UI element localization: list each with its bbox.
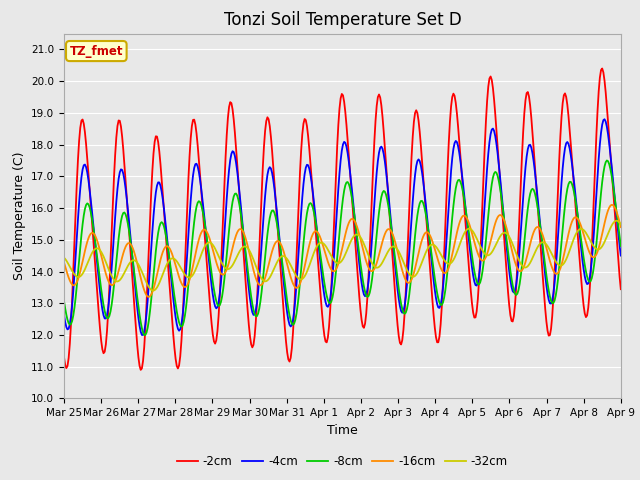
-4cm [234,179,242,184]
-32cm [373,265,381,271]
-2cm [234,177,242,183]
-16cm [617,224,625,230]
-8cm [399,310,407,315]
-2cm [470,315,478,321]
-16cm [607,202,615,208]
-8cm [141,332,149,338]
-4cm [399,308,407,314]
-2cm [137,367,145,373]
-32cm [470,231,478,237]
-2cm [399,327,407,333]
-32cm [612,218,620,224]
Line: -8cm: -8cm [64,160,621,335]
-2cm [598,66,606,72]
Line: -32cm: -32cm [64,221,621,290]
-8cm [470,268,478,274]
-8cm [60,298,68,304]
-2cm [617,286,625,292]
Text: TZ_fmet: TZ_fmet [70,45,123,58]
-32cm [296,276,304,282]
-2cm [296,170,304,176]
-2cm [373,103,381,109]
-8cm [234,197,242,203]
-8cm [603,157,611,163]
-32cm [234,251,242,257]
Line: -16cm: -16cm [64,205,621,297]
-4cm [296,228,304,233]
Line: -4cm: -4cm [64,119,621,335]
-4cm [470,279,478,285]
-4cm [373,170,381,176]
-32cm [399,259,407,265]
X-axis label: Time: Time [327,424,358,437]
-2cm [567,142,575,147]
-4cm [138,332,146,338]
-32cm [567,244,575,250]
-16cm [296,281,304,287]
-8cm [373,231,381,237]
Legend: -2cm, -4cm, -8cm, -16cm, -32cm: -2cm, -4cm, -8cm, -16cm, -32cm [172,450,513,473]
-16cm [399,271,407,277]
Line: -2cm: -2cm [64,69,621,370]
-4cm [567,153,575,158]
-16cm [60,260,68,265]
-8cm [567,179,575,185]
-16cm [145,294,153,300]
Title: Tonzi Soil Temperature Set D: Tonzi Soil Temperature Set D [223,11,461,29]
-4cm [617,252,625,258]
-32cm [617,221,625,227]
Y-axis label: Soil Temperature (C): Soil Temperature (C) [13,152,26,280]
-8cm [296,280,304,286]
-4cm [60,312,68,318]
-32cm [150,288,157,293]
-32cm [60,255,68,261]
-16cm [234,228,242,233]
-8cm [617,243,625,249]
-16cm [470,239,478,245]
-16cm [567,222,575,228]
-2cm [60,354,68,360]
-4cm [601,116,609,122]
-16cm [373,260,381,266]
